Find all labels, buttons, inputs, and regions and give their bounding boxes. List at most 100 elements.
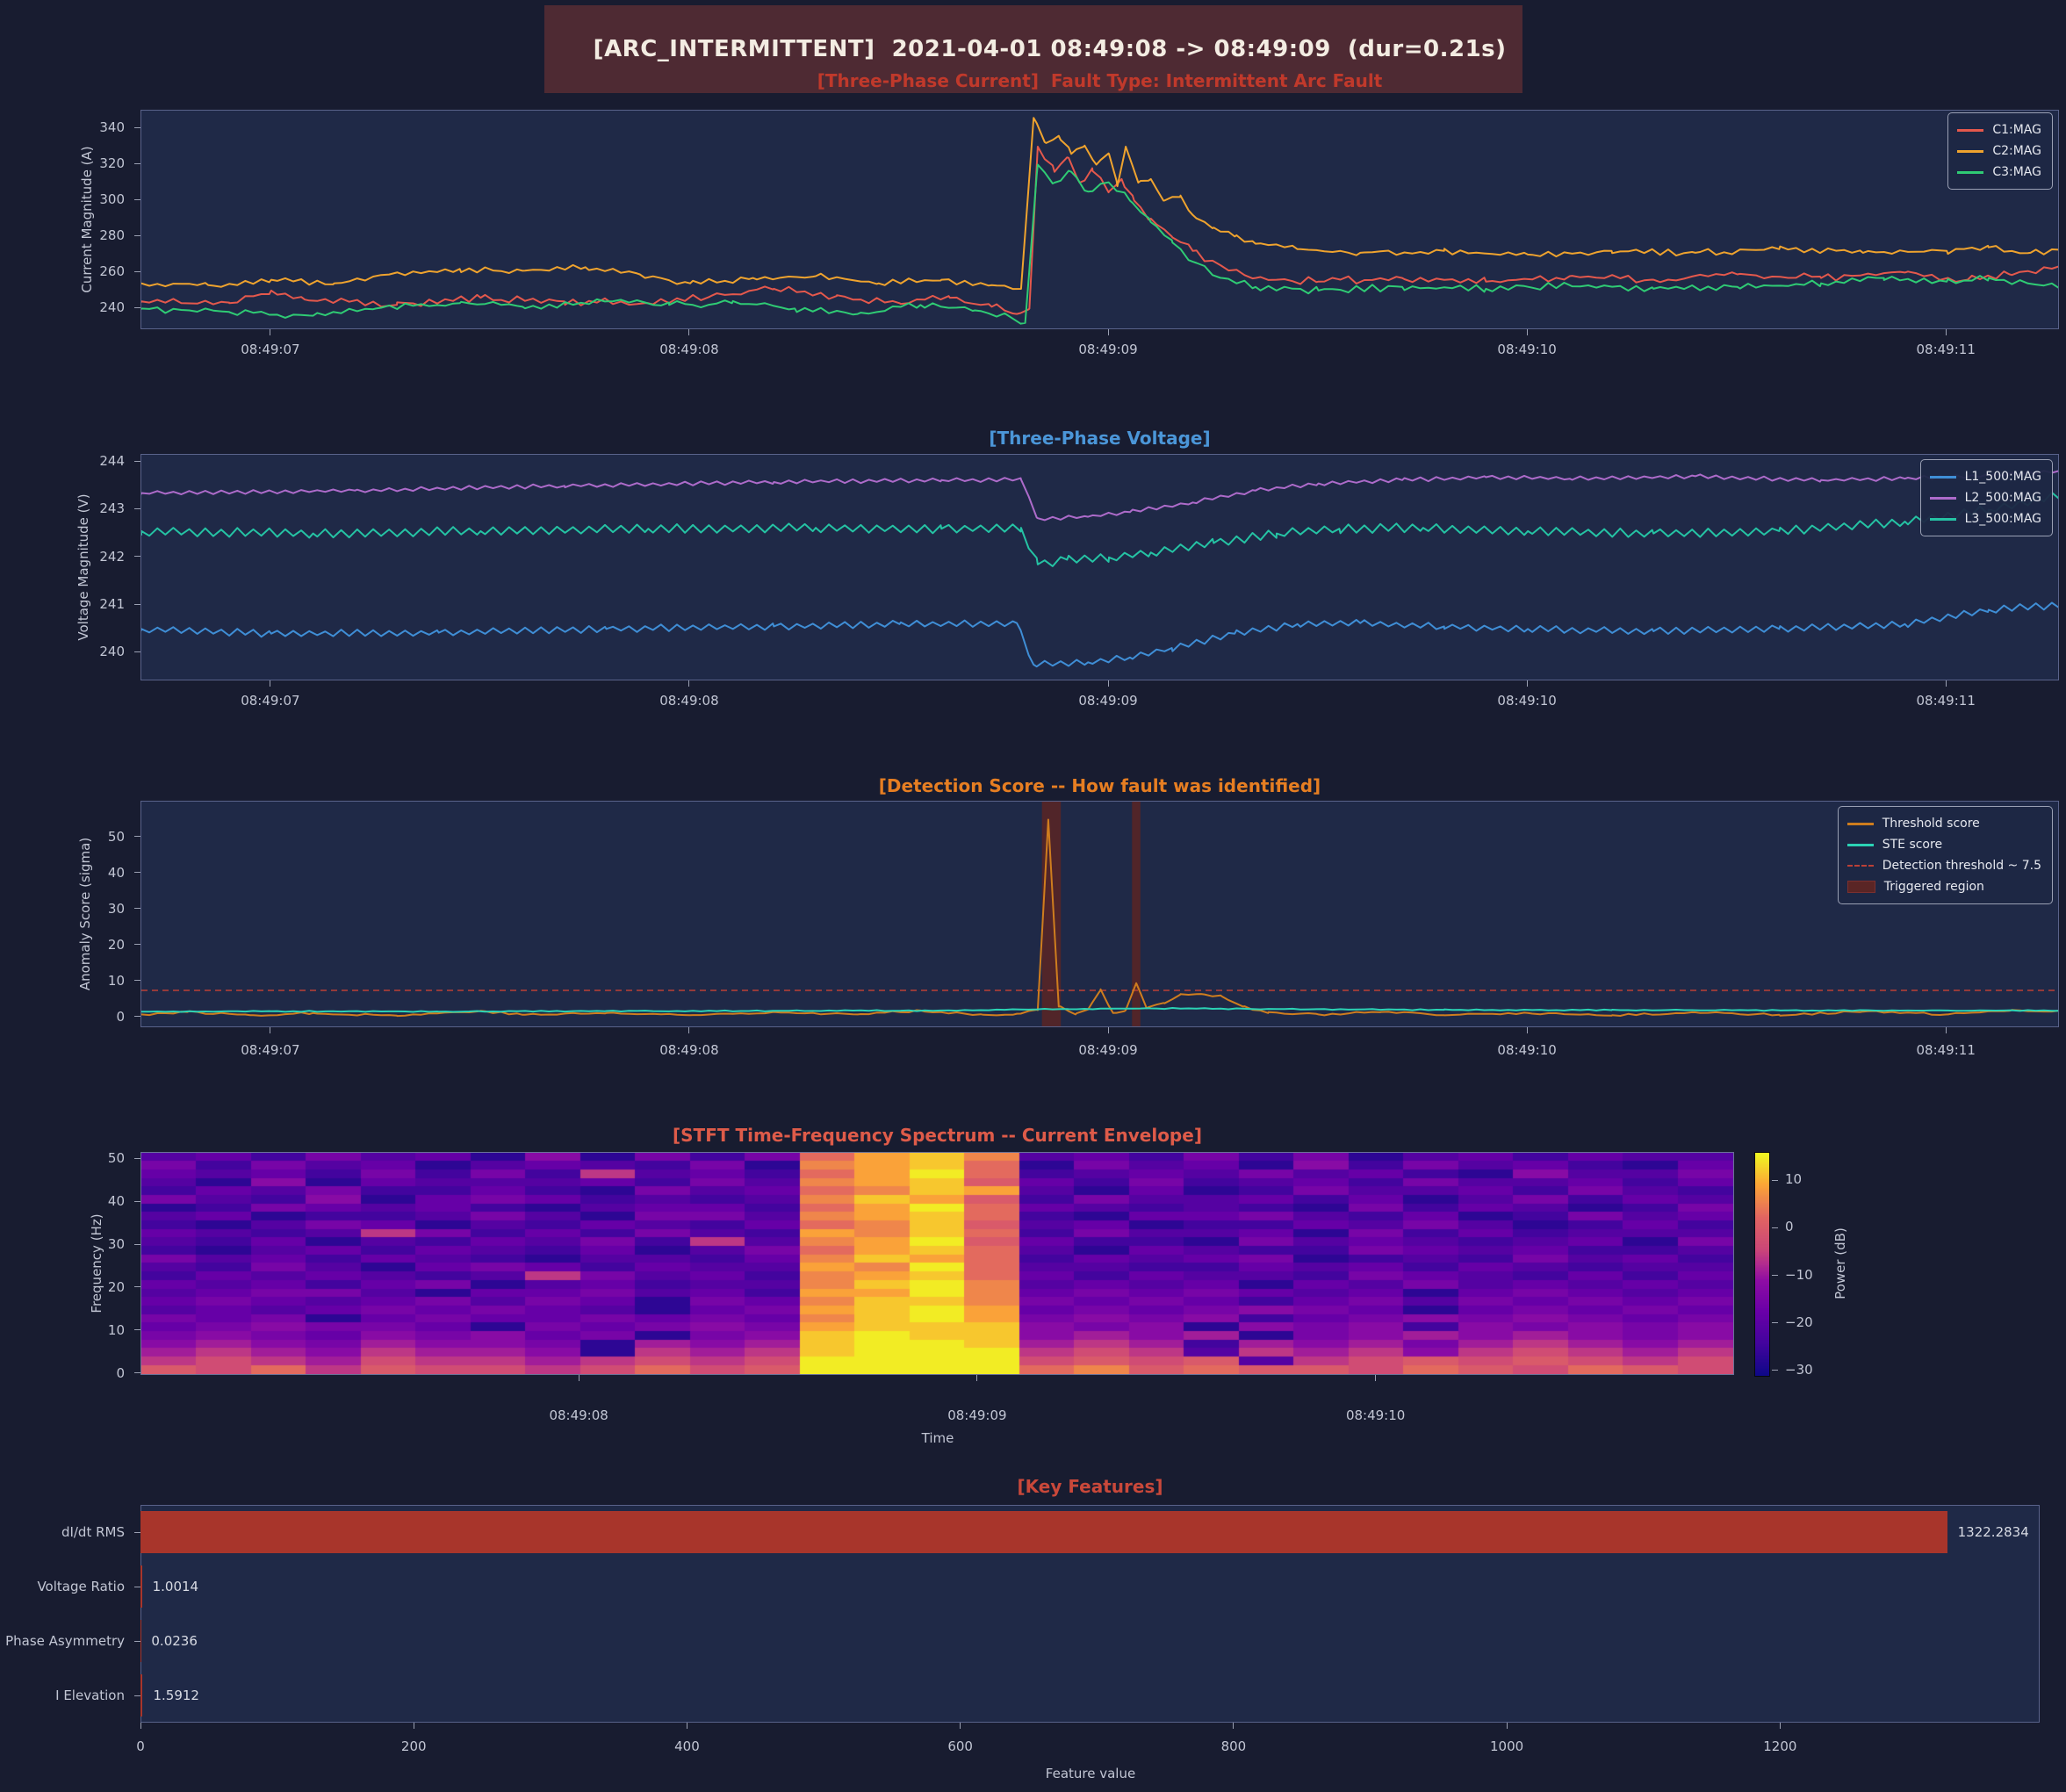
y-tick-mark — [134, 1157, 140, 1159]
y-tick-mark — [134, 872, 140, 874]
legend-label: L3_500:MAG — [1964, 512, 2041, 526]
legend-item: Triggered region — [1846, 876, 2041, 897]
x-tick-label: 08:49:07 — [241, 342, 300, 357]
x-tick-label: 08:49:09 — [1078, 693, 1138, 709]
x-tick-label: 1200 — [1763, 1738, 1797, 1754]
legend-label: C2:MAG — [1992, 144, 2041, 158]
y-tick-label: 10 — [107, 1321, 125, 1338]
y-tick-mark — [134, 1016, 140, 1018]
feature-bar — [140, 1565, 142, 1608]
series-C1:MAG — [141, 146, 2058, 315]
voltage-chart-plot — [140, 454, 2059, 680]
stft-x-axis-label: Time — [921, 1430, 954, 1446]
y-tick-label: 20 — [107, 1278, 125, 1295]
y-tick-mark — [134, 1243, 140, 1245]
x-tick-mark — [1945, 1027, 1947, 1033]
y-tick-mark — [134, 980, 140, 982]
y-tick-label: 300 — [99, 191, 125, 208]
y-tick-label: 340 — [99, 119, 125, 136]
stft-y-axis-label: Frequency (Hz) — [89, 1213, 104, 1313]
legend-label: L2_500:MAG — [1964, 491, 2041, 505]
x-tick-mark — [960, 1723, 961, 1729]
main-title-banner: [ARC_INTERMITTENT] 2021-04-01 08:49:08 -… — [543, 5, 1523, 93]
x-tick-mark — [1945, 680, 1947, 687]
colorbar-canvas — [1755, 1153, 1769, 1376]
x-tick-mark — [688, 1027, 690, 1033]
legend-swatch-patch — [1846, 881, 1875, 893]
series-L3_500:MAG — [141, 492, 2058, 567]
colorbar-tick-mark — [1772, 1275, 1778, 1276]
series-L2_500:MAG — [141, 470, 2058, 522]
feature-value-label: 0.0236 — [151, 1633, 198, 1649]
series-C3:MAG — [141, 163, 2058, 325]
stft-chart-title: [STFT Time-Frequency Spectrum -- Current… — [673, 1125, 1202, 1146]
colorbar-tick-mark — [1772, 1370, 1778, 1371]
x-tick-mark — [1945, 329, 1947, 335]
x-tick-label: 08:49:08 — [549, 1407, 608, 1423]
series-Threshold score — [141, 818, 2058, 1018]
colorbar-label: Power (dB) — [1832, 1227, 1848, 1299]
y-tick-mark — [134, 651, 140, 652]
y-tick-label: 30 — [107, 900, 125, 917]
voltage-chart-legend: L1_500:MAG L2_500:MAG L3_500:MAG — [1919, 459, 2053, 536]
y-tick-label: 243 — [99, 500, 125, 517]
legend-item: L2_500:MAG — [1929, 487, 2041, 508]
x-tick-mark — [976, 1375, 978, 1381]
colorbar-tick-mark — [1772, 1227, 1778, 1228]
y-tick-mark — [134, 944, 140, 946]
x-tick-label: 08:49:07 — [241, 693, 300, 709]
current-chart-title: [Three-Phase Current] Fault Type: Interm… — [817, 70, 1383, 91]
detection-chart-legend: Threshold score STE score Detection thresh… — [1837, 806, 2053, 904]
feature-value-label: 1.5912 — [153, 1688, 199, 1703]
legend-label: STE score — [1882, 838, 1943, 852]
y-tick-label: 10 — [107, 972, 125, 989]
y-tick-mark — [134, 126, 140, 128]
x-tick-label: 08:49:11 — [1916, 1042, 1976, 1058]
feature-category-label: Phase Asymmetry — [5, 1633, 125, 1649]
legend-item: Detection threshold ~ 7.5 — [1846, 855, 2041, 876]
y-tick-label: 241 — [99, 596, 125, 613]
x-tick-label: 08:49:09 — [1078, 342, 1138, 357]
feature-category-label: dI/dt RMS — [61, 1524, 125, 1540]
legend-label: L1_500:MAG — [1964, 470, 2041, 484]
x-tick-mark — [1779, 1723, 1781, 1729]
feature-category-label: I Elevation — [55, 1688, 125, 1703]
legend-swatch-line — [1846, 822, 1874, 825]
x-tick-label: 200 — [400, 1738, 427, 1754]
series-L1_500:MAG — [141, 601, 2058, 668]
x-tick-mark — [1526, 1027, 1528, 1033]
legend-item: C1:MAG — [1957, 119, 2041, 140]
colorbar-tick-label: −30 — [1785, 1361, 1813, 1378]
x-tick-mark — [1526, 680, 1528, 687]
current-chart-canvas — [141, 117, 2058, 325]
legend-label: C1:MAG — [1992, 123, 2041, 137]
legend-swatch-dash — [1846, 865, 1874, 867]
y-tick-mark — [134, 556, 140, 558]
series-STE score — [141, 1007, 2058, 1013]
feature-value-label: 1322.2834 — [1957, 1524, 2029, 1540]
legend-label: C3:MAG — [1992, 165, 2041, 179]
y-tick-mark — [134, 603, 140, 605]
detection-chart-title: [Detection Score -- How fault was identi… — [878, 775, 1321, 796]
x-tick-mark — [1506, 1723, 1508, 1729]
y-tick-label: 0 — [116, 1364, 125, 1381]
feature-bar — [140, 1511, 1947, 1553]
colorbar-tick-label: −20 — [1785, 1313, 1813, 1330]
features-chart-title: [Key Features] — [1017, 1476, 1163, 1497]
voltage-chart-title: [Three-Phase Voltage] — [989, 428, 1211, 449]
x-tick-label: 600 — [947, 1738, 973, 1754]
y-tick-label: 20 — [107, 936, 125, 953]
legend-label: Detection threshold ~ 7.5 — [1882, 859, 2041, 873]
stft-heatmap-canvas — [141, 1153, 1733, 1374]
legend-label: Threshold score — [1882, 817, 1980, 831]
x-tick-label: 08:49:11 — [1916, 693, 1976, 709]
feature-category-label: Voltage Ratio — [37, 1579, 125, 1594]
series-C2:MAG — [141, 117, 2058, 291]
y-tick-label: 0 — [116, 1008, 125, 1025]
legend-item: L3_500:MAG — [1929, 508, 2041, 529]
x-tick-mark — [1233, 1723, 1235, 1729]
y-tick-mark — [134, 1640, 140, 1642]
detection-chart-canvas — [141, 802, 2058, 1026]
x-tick-label: 08:49:11 — [1916, 342, 1976, 357]
